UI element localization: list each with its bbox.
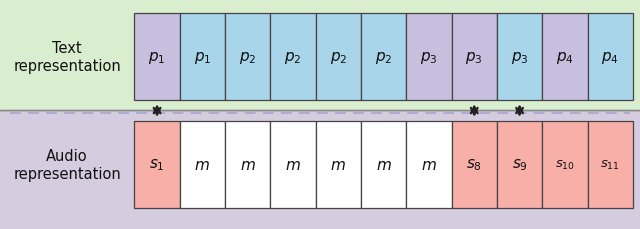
Bar	[497, 14, 542, 101]
Text: $m$: $m$	[330, 157, 346, 172]
Text: $\mathit{p}_2$: $\mathit{p}_2$	[239, 49, 257, 65]
Bar	[180, 121, 225, 208]
Bar	[588, 14, 633, 101]
Bar	[361, 14, 406, 101]
Bar	[316, 121, 361, 208]
FancyBboxPatch shape	[0, 0, 640, 117]
Text: $m$: $m$	[195, 157, 211, 172]
Bar	[134, 14, 180, 101]
Text: $\mathit{p}_3$: $\mathit{p}_3$	[465, 49, 483, 65]
Bar	[180, 14, 225, 101]
Text: $m$: $m$	[240, 157, 255, 172]
Text: $\mathit{s}_8$: $\mathit{s}_8$	[467, 157, 482, 173]
Bar	[316, 14, 361, 101]
Text: $\mathit{p}_4$: $\mathit{p}_4$	[556, 49, 574, 65]
Bar	[406, 14, 452, 101]
Text: Audio
representation: Audio representation	[13, 149, 121, 181]
Text: $\mathit{p}_2$: $\mathit{p}_2$	[284, 49, 301, 65]
Bar	[270, 14, 316, 101]
Text: $m$: $m$	[421, 157, 437, 172]
Text: $\mathit{s}_1$: $\mathit{s}_1$	[149, 157, 165, 173]
Text: $\mathit{p}_4$: $\mathit{p}_4$	[601, 49, 619, 65]
Text: $\mathit{p}_3$: $\mathit{p}_3$	[420, 49, 438, 65]
Text: $\mathit{p}_1$: $\mathit{p}_1$	[194, 49, 211, 65]
Text: $\mathit{p}_3$: $\mathit{p}_3$	[511, 49, 529, 65]
Bar	[497, 121, 542, 208]
Bar	[542, 14, 588, 101]
Text: $\mathit{s}_9$: $\mathit{s}_9$	[511, 157, 527, 173]
Bar	[588, 121, 633, 208]
Bar	[134, 121, 180, 208]
Text: $\mathit{s}_{10}$: $\mathit{s}_{10}$	[555, 158, 575, 171]
Text: Text
representation: Text representation	[13, 41, 121, 73]
Text: $\mathit{p}_2$: $\mathit{p}_2$	[330, 49, 347, 65]
Text: $m$: $m$	[285, 157, 301, 172]
Bar	[542, 121, 588, 208]
Text: $\mathit{s}_{11}$: $\mathit{s}_{11}$	[600, 158, 620, 171]
Bar	[406, 121, 452, 208]
Bar	[225, 14, 270, 101]
Text: $\mathit{p}_2$: $\mathit{p}_2$	[375, 49, 392, 65]
Bar	[270, 121, 316, 208]
Bar	[452, 14, 497, 101]
Text: $m$: $m$	[376, 157, 392, 172]
Text: $\mathit{p}_1$: $\mathit{p}_1$	[148, 49, 166, 65]
Bar	[452, 121, 497, 208]
Bar	[361, 121, 406, 208]
Bar	[225, 121, 270, 208]
FancyBboxPatch shape	[0, 111, 640, 229]
